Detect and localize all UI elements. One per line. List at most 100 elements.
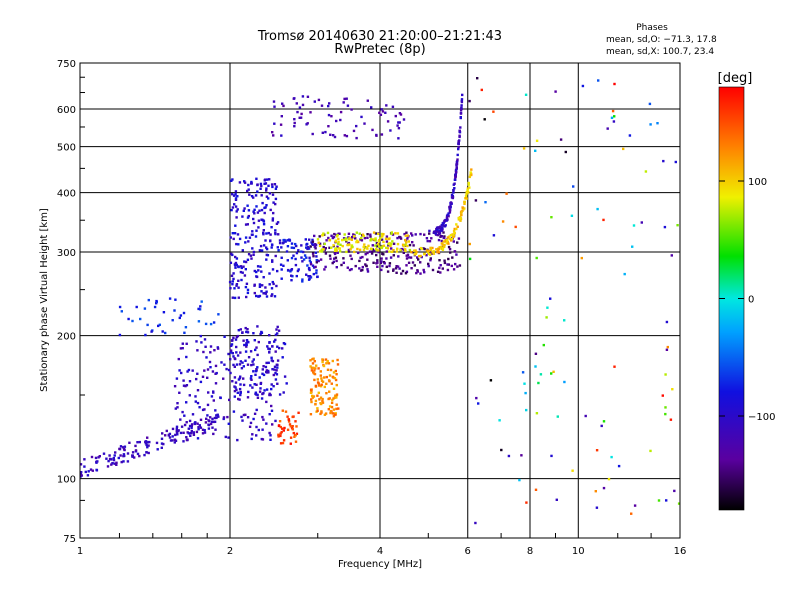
data-point <box>131 454 134 457</box>
colorbar-tick-label: 100 <box>748 177 767 188</box>
data-point <box>252 217 255 221</box>
data-point <box>397 127 401 130</box>
data-point <box>377 232 380 235</box>
x-tick-label: 10 <box>572 546 585 557</box>
data-point <box>316 275 319 278</box>
data-point <box>234 190 238 193</box>
data-point <box>406 237 409 240</box>
data-point <box>401 269 405 273</box>
data-point <box>333 249 337 252</box>
data-point <box>237 378 241 381</box>
data-point <box>250 182 253 185</box>
data-point <box>456 158 459 161</box>
data-point <box>534 149 537 152</box>
data-point <box>524 93 528 96</box>
data-point <box>261 368 264 371</box>
data-point <box>275 369 278 372</box>
data-point <box>539 373 543 376</box>
data-point <box>350 108 353 111</box>
data-point <box>271 280 274 284</box>
data-point <box>330 234 333 237</box>
data-point <box>225 367 228 371</box>
data-point <box>564 150 567 154</box>
data-point <box>345 238 348 242</box>
data-point <box>436 228 439 231</box>
data-point <box>320 383 323 386</box>
data-point <box>338 247 341 250</box>
data-point <box>328 102 331 105</box>
data-point <box>214 382 218 385</box>
data-point <box>657 499 661 502</box>
data-point <box>550 372 553 375</box>
data-point <box>384 237 388 240</box>
data-point <box>464 194 468 198</box>
data-point <box>295 425 298 428</box>
data-point <box>276 345 279 348</box>
data-point <box>335 407 338 411</box>
data-point <box>262 233 265 236</box>
data-point <box>278 239 282 242</box>
data-point <box>276 366 279 369</box>
data-point <box>203 338 207 341</box>
data-point <box>380 246 384 250</box>
data-point <box>439 234 442 238</box>
data-point <box>257 340 260 344</box>
data-point <box>123 445 127 448</box>
data-point <box>311 132 314 136</box>
data-point <box>242 209 245 212</box>
data-point <box>309 413 313 416</box>
data-point <box>231 283 234 286</box>
y-tick-label: 600 <box>57 105 76 116</box>
data-point <box>411 251 415 254</box>
data-point <box>241 215 244 218</box>
data-point <box>355 231 358 234</box>
data-point <box>351 245 354 249</box>
data-point <box>321 233 325 236</box>
data-point <box>253 283 256 286</box>
data-point <box>469 173 472 177</box>
data-point <box>258 376 261 379</box>
data-point <box>121 446 125 449</box>
data-point <box>414 233 417 236</box>
data-point <box>312 266 316 269</box>
data-point <box>155 302 158 305</box>
data-point <box>325 375 328 379</box>
data-point <box>320 250 323 253</box>
data-point <box>440 245 443 248</box>
data-point <box>257 269 260 272</box>
data-point <box>168 432 172 436</box>
data-point <box>441 228 444 231</box>
data-point <box>265 246 268 249</box>
data-point <box>148 440 151 444</box>
data-point <box>244 326 247 330</box>
data-point <box>423 247 426 251</box>
data-point <box>213 420 217 423</box>
data-point <box>247 188 250 191</box>
data-point <box>458 264 462 267</box>
data-point <box>260 270 263 273</box>
data-point <box>453 187 456 190</box>
data-point <box>196 422 199 425</box>
data-point <box>468 99 471 103</box>
data-point <box>146 441 149 444</box>
data-point <box>597 79 600 82</box>
data-point <box>216 346 219 349</box>
data-point <box>443 235 446 238</box>
data-point <box>251 386 254 389</box>
data-point <box>313 234 316 238</box>
data-point <box>347 241 351 245</box>
data-point <box>198 424 201 427</box>
data-point <box>246 328 249 331</box>
data-point <box>316 409 319 412</box>
data-point <box>456 153 459 157</box>
data-point <box>448 237 452 241</box>
data-point <box>458 131 462 134</box>
data-point <box>348 268 352 272</box>
data-point <box>182 384 186 387</box>
data-point <box>452 233 455 237</box>
data-point <box>160 437 164 440</box>
data-point <box>227 422 230 425</box>
data-point <box>380 108 383 111</box>
data-point <box>289 425 292 428</box>
